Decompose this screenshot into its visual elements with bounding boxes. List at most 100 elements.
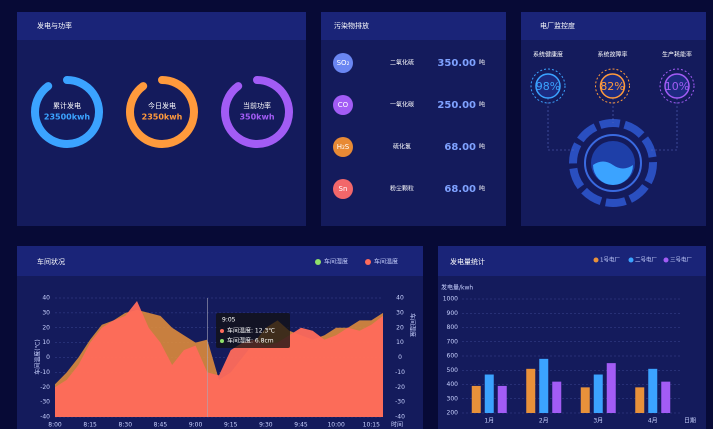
area	[55, 300, 383, 417]
pollutant-name: 粉尘颗粒	[390, 185, 414, 193]
panel	[521, 12, 706, 226]
y-tick-label: -20	[40, 384, 50, 391]
y-axis-label: 车间温度(℃)	[34, 339, 42, 374]
legend-dot	[365, 259, 371, 265]
pollutant-name: 一氧化碳	[390, 101, 414, 109]
pollutant-icon	[333, 137, 353, 157]
gauge-track	[31, 76, 103, 148]
pollutant-symbol: Sn	[339, 185, 348, 193]
y-tick-label: -30	[395, 399, 405, 406]
monitor-ring	[659, 68, 695, 104]
x-tick-label: 4月	[648, 418, 658, 425]
x-tick-label: 9:15	[224, 422, 238, 429]
bar	[484, 374, 494, 413]
gauge-label: 当前功率	[243, 101, 271, 110]
gauge-value: 350kwh	[239, 113, 274, 122]
y-tick-label: -10	[395, 369, 405, 376]
pollutant-value: 68.00	[444, 184, 476, 195]
x-axis-label: 日期	[684, 417, 696, 425]
x-tick-label: 8:45	[154, 422, 168, 429]
bar	[606, 363, 616, 413]
gauge-label: 累计发电	[53, 101, 81, 110]
x-tick-label: 1月	[484, 418, 494, 425]
pollutant-icon	[333, 95, 353, 115]
tooltip-dot	[220, 329, 224, 333]
tooltip-time: 9:05	[222, 317, 236, 324]
y-tick-label: 200	[447, 410, 459, 417]
pollutant-unit: 吨	[479, 101, 485, 109]
x-tick-label: 8:15	[83, 422, 97, 429]
monitor-core	[547, 98, 678, 207]
monitor-disc	[599, 73, 626, 99]
y-tick-label: 900	[447, 310, 459, 317]
y-tick-label: 30	[396, 309, 404, 316]
pollutant-unit: 吨	[479, 143, 485, 151]
panel-title: 电厂监控度	[540, 21, 575, 30]
x-tick-label: 10:00	[327, 422, 344, 429]
pollutant-symbol: SO₂	[337, 59, 350, 67]
panel-title: 车间状况	[37, 257, 65, 266]
pollutant-value: 68.00	[444, 142, 476, 153]
y-tick-label: -40	[395, 414, 405, 421]
monitor-ring	[530, 68, 566, 104]
gauge-track	[221, 76, 293, 148]
bar	[497, 385, 507, 413]
legend-label: 车间湿度	[324, 258, 348, 266]
y-tick-label: 800	[447, 324, 459, 331]
y-tick-label: -10	[40, 369, 50, 376]
y-tick-label: 600	[447, 353, 459, 360]
legend-dot	[628, 257, 634, 263]
pollutant-unit: 吨	[479, 59, 485, 67]
legend-dot	[315, 259, 321, 265]
y-tick-label: -40	[40, 414, 50, 421]
x-tick-label: 9:30	[259, 422, 273, 429]
y-tick-label: 0	[398, 354, 402, 361]
x-tick-label: 2月	[539, 418, 549, 425]
pollutant-value: 250.00	[437, 100, 476, 111]
monitor-label: 系统健康度	[533, 51, 563, 59]
pollutant-icon	[333, 179, 353, 199]
tooltip-line-text: 车间温度: 12.3℃	[227, 327, 275, 335]
y-tick-label: 0	[46, 354, 50, 361]
x-tick-label: 8:30	[119, 422, 133, 429]
panel-header	[521, 12, 706, 40]
monitor-disc	[664, 73, 690, 99]
monitor-disc	[535, 73, 561, 99]
monitor-ring	[595, 68, 630, 104]
legend-label: 二号电厂	[635, 256, 658, 264]
legend-dot	[663, 257, 669, 263]
pollutant-value: 350.00	[437, 58, 476, 69]
pollutant-name: 二氧化硫	[390, 59, 414, 67]
gauge-label: 今日发电	[148, 101, 176, 110]
y-tick-label: 700	[447, 338, 459, 345]
y-tick-label: 10	[396, 339, 404, 346]
y-tick-label: 20	[396, 324, 404, 331]
x-tick-label: 8:00	[48, 422, 62, 429]
gauge-value: 23500kwh	[44, 113, 91, 122]
panel-header	[17, 246, 423, 276]
x-tick-label: 9:00	[189, 422, 203, 429]
pollutant-icon	[333, 53, 353, 73]
y-tick-label: 10	[42, 339, 50, 346]
y-tick-label: 20	[42, 324, 50, 331]
panel-title: 发电量统计	[450, 257, 485, 266]
bar	[661, 381, 671, 413]
gauge-value: 2350kwh	[142, 113, 183, 122]
y-tick-label: 1000	[443, 296, 458, 303]
y-axis-label: 发电量/kwh	[441, 284, 473, 292]
bar	[593, 374, 603, 413]
gauge-track	[126, 76, 198, 148]
x-tick-label: 3月	[593, 418, 603, 425]
panel-header	[321, 12, 506, 40]
bar	[471, 385, 481, 413]
legend-dot	[593, 257, 599, 263]
y-tick-label: 30	[42, 309, 50, 316]
bar	[526, 368, 536, 413]
bar	[580, 387, 590, 413]
bar	[539, 358, 549, 413]
pollutant-symbol: H₂S	[337, 143, 350, 151]
tooltip-dot	[220, 339, 224, 343]
monitor-value: 82%	[600, 80, 624, 93]
monitor-value: 10%	[665, 80, 689, 93]
